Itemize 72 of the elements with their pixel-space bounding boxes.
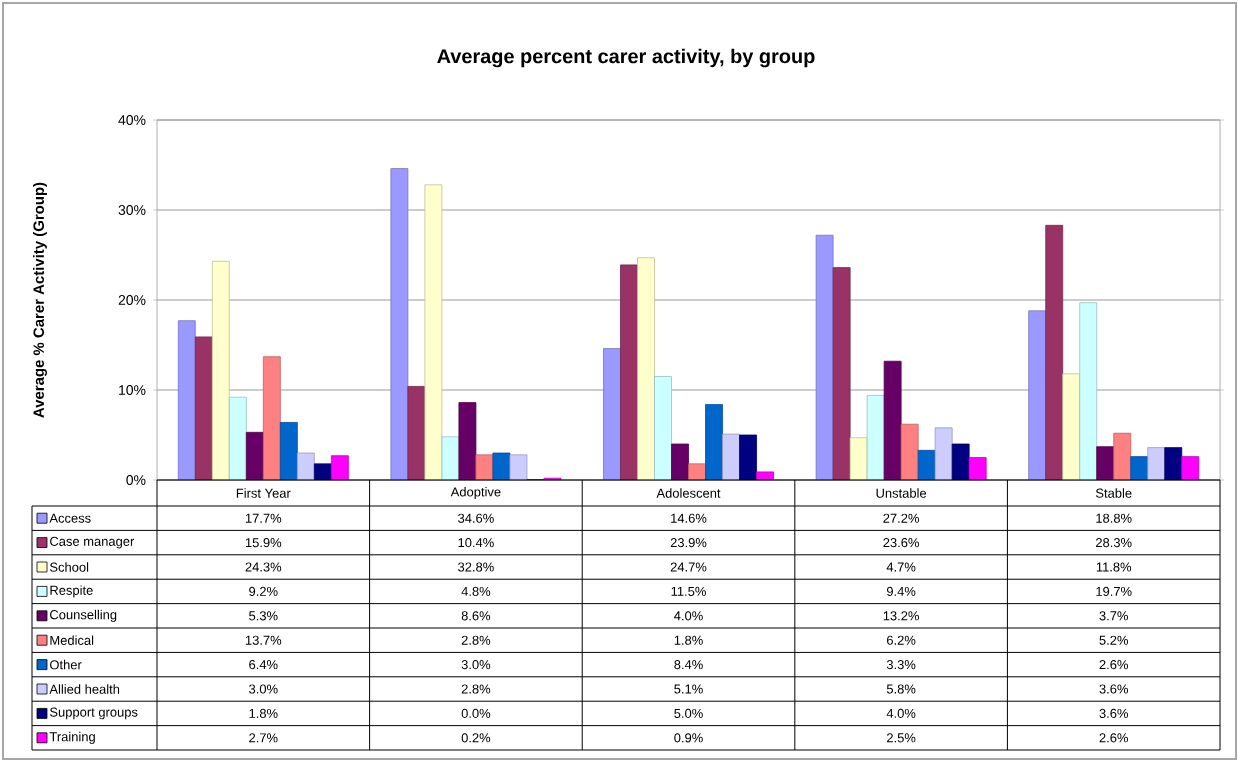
- data-label: 5.3%: [249, 611, 278, 621]
- data-label: 15.9%: [245, 538, 282, 548]
- y-tick-label: 10%: [119, 385, 146, 395]
- data-label: 2.8%: [461, 635, 491, 645]
- data-label: 9.2%: [249, 586, 278, 596]
- data-label: 19.7%: [1096, 586, 1132, 596]
- data-label: 2.6%: [1099, 733, 1128, 743]
- x-tick-label: Unstable: [876, 488, 927, 498]
- data-label: 8.6%: [461, 611, 491, 621]
- y-tick-label: 20%: [118, 295, 146, 305]
- chart-title: Average percent carer activity, by group: [437, 48, 815, 68]
- data-label: 4.0%: [886, 708, 916, 718]
- data-label: 1.8%: [674, 635, 703, 645]
- x-tick-label: Stable: [1095, 488, 1132, 498]
- data-label: 11.5%: [671, 586, 706, 596]
- data-label: 24.3%: [245, 562, 282, 572]
- data-label: 11.8%: [1096, 562, 1132, 572]
- data-label: 4.8%: [461, 586, 491, 596]
- data-label: 0.9%: [674, 733, 703, 743]
- y-axis-title: Average % Carer Activity (Group): [33, 182, 47, 418]
- legend-label: Medical: [50, 635, 94, 645]
- data-label: 23.6%: [883, 538, 919, 548]
- data-label: 18.8%: [1096, 513, 1132, 523]
- data-label: 17.7%: [245, 513, 282, 523]
- data-label: 13.2%: [883, 611, 919, 621]
- data-label: 3.7%: [1099, 611, 1128, 621]
- data-label: 2.7%: [249, 733, 278, 743]
- data-label: 8.4%: [674, 660, 703, 670]
- data-label: 28.3%: [1096, 538, 1132, 548]
- x-tick-label: First Year: [236, 488, 291, 498]
- legend-label: Other: [50, 659, 82, 670]
- y-tick-label: 0%: [126, 475, 146, 485]
- data-label: 6.4%: [249, 660, 278, 670]
- data-label: 13.7%: [245, 635, 282, 645]
- data-label: 3.0%: [461, 660, 491, 670]
- legend-label: Counselling: [50, 609, 117, 622]
- data-label: 0.0%: [461, 708, 491, 718]
- data-label: 32.8%: [458, 562, 494, 572]
- data-label: 10.4%: [458, 538, 494, 548]
- data-label: 2.6%: [1099, 660, 1128, 670]
- data-label: 5.8%: [886, 684, 916, 694]
- data-label: 14.6%: [671, 513, 707, 523]
- legend-label: Allied health: [49, 684, 120, 694]
- data-label: 23.9%: [670, 538, 707, 548]
- data-label: 3.3%: [886, 660, 916, 670]
- data-label: 2.8%: [461, 684, 491, 694]
- data-label: 4.7%: [886, 562, 916, 572]
- data-label: 3.6%: [1099, 684, 1128, 694]
- data-label: 5.2%: [1099, 635, 1128, 645]
- legend-label: Training: [49, 731, 95, 744]
- data-label: 4.0%: [674, 611, 703, 621]
- data-label: 24.7%: [670, 562, 707, 572]
- legend-label: Access: [49, 513, 91, 523]
- legend-label: School: [50, 562, 89, 572]
- y-tick-label: 30%: [118, 205, 146, 215]
- data-label: 27.2%: [883, 513, 919, 523]
- data-label: 3.0%: [249, 684, 278, 694]
- data-label: 1.8%: [249, 708, 278, 718]
- data-label: 34.6%: [458, 513, 494, 523]
- data-label: 5.0%: [674, 708, 703, 718]
- data-label: 3.6%: [1099, 708, 1128, 718]
- data-label: 9.4%: [886, 586, 916, 596]
- x-tick-label: Adoptive: [450, 486, 501, 500]
- data-label: 0.2%: [461, 733, 491, 743]
- y-tick-label: 40%: [118, 115, 146, 125]
- legend-label: Support groups: [50, 707, 138, 720]
- legend-label: Case manager: [50, 536, 135, 549]
- legend-label: Respite: [50, 585, 93, 598]
- data-label: 2.5%: [887, 733, 916, 743]
- x-tick-label: Adolescent: [656, 488, 721, 498]
- data-label: 6.2%: [887, 635, 916, 645]
- data-label: 5.1%: [674, 684, 703, 694]
